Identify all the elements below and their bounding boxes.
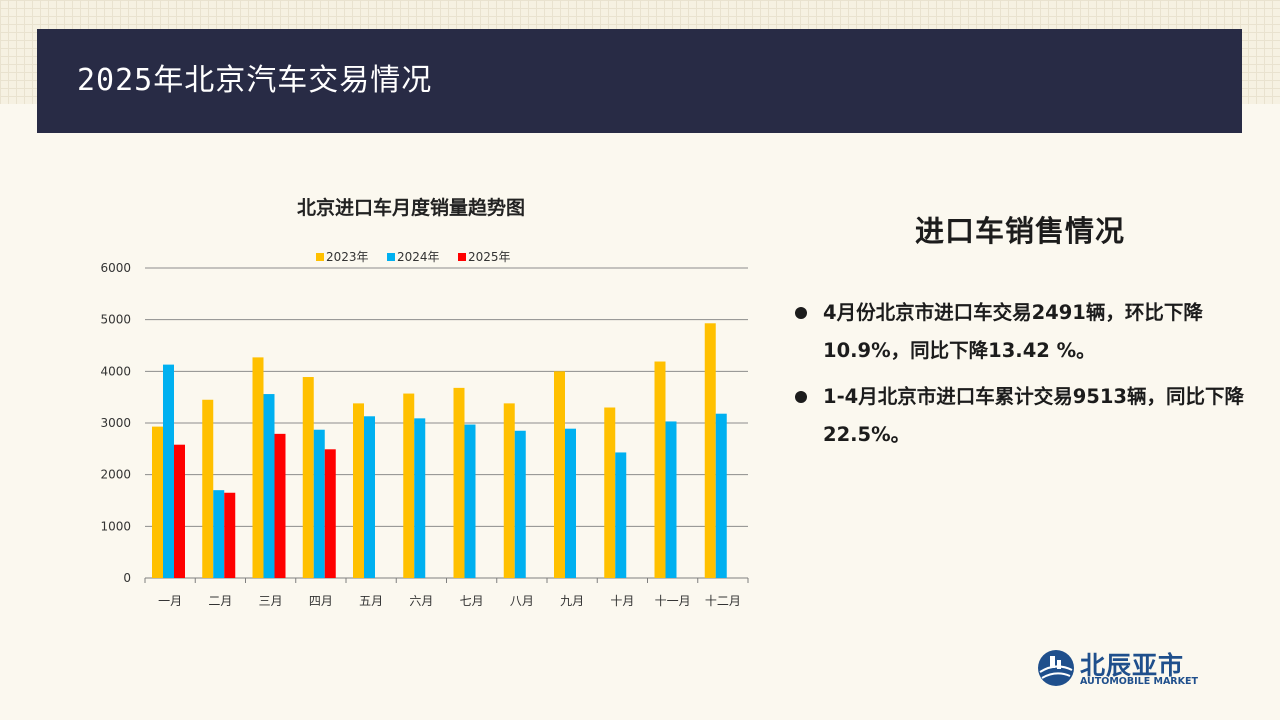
y-tick-label: 2000 xyxy=(100,468,131,482)
x-tick-label: 六月 xyxy=(409,594,433,608)
bar xyxy=(324,449,336,578)
bar xyxy=(202,399,214,578)
bullet-dot-icon xyxy=(795,307,807,319)
bar xyxy=(514,430,526,578)
bar xyxy=(263,394,275,578)
bullet-list: 4月份北京市进口车交易2491辆，环比下降10.9%，同比下降13.42 %。 … xyxy=(795,294,1245,462)
bullet-item: 1-4月北京市进口车累计交易9513辆，同比下降22.5%。 xyxy=(795,378,1245,454)
x-tick-label: 三月 xyxy=(259,594,283,608)
logo-text-cn: 北辰亚市 xyxy=(1080,651,1185,680)
bar xyxy=(715,413,727,578)
y-tick-label: 1000 xyxy=(100,519,131,533)
x-tick-label: 八月 xyxy=(510,594,534,608)
bar xyxy=(554,371,565,578)
bar xyxy=(453,387,465,578)
bar xyxy=(615,452,627,578)
bar xyxy=(414,418,426,578)
section-title: 进口车销售情况 xyxy=(914,214,1125,248)
x-tick-label: 十一月 xyxy=(655,594,691,608)
legend-label: 2025年 xyxy=(468,250,511,264)
bar xyxy=(313,429,325,578)
bar xyxy=(302,377,314,578)
company-logo: 北辰亚市 AUTOMOBILE MARKET xyxy=(1036,646,1216,690)
legend-label: 2024年 xyxy=(397,250,440,264)
chart-bars xyxy=(152,323,727,578)
x-axis-labels: 一月 二月 三月 四月 五月 六月 七月 八月 九月 十月 十一月 十二月 xyxy=(144,578,749,608)
bar-chart: 北京进口车月度销量趋势图 2023年 2024年 2025年 0 1000 2000 30… xyxy=(100,196,749,608)
x-tick-label: 九月 xyxy=(560,594,584,608)
globe-logo-icon xyxy=(1038,650,1074,686)
bar xyxy=(213,490,225,578)
bar xyxy=(163,364,174,578)
bar xyxy=(565,428,576,578)
legend-label: 2023年 xyxy=(326,250,369,264)
header-bar: 2025年北京汽车交易情况 xyxy=(37,29,1242,133)
y-tick-label: 4000 xyxy=(100,364,131,378)
legend-swatch xyxy=(316,253,324,261)
y-tick-label: 5000 xyxy=(100,313,131,327)
x-tick-label: 一月 xyxy=(158,594,182,608)
x-tick-label: 二月 xyxy=(208,594,232,608)
bar xyxy=(364,416,375,578)
bar xyxy=(704,323,716,578)
page-title: 2025年北京汽车交易情况 xyxy=(77,63,433,98)
y-tick-label: 0 xyxy=(123,571,131,585)
bar xyxy=(654,361,666,578)
bar xyxy=(403,393,415,578)
y-tick-label: 6000 xyxy=(100,261,131,275)
bar xyxy=(152,426,163,578)
bar xyxy=(224,492,236,578)
logo-text-en: AUTOMOBILE MARKET xyxy=(1080,676,1198,687)
y-tick-label: 3000 xyxy=(100,416,131,430)
bar xyxy=(252,357,264,578)
x-tick-label: 十月 xyxy=(610,594,634,608)
bar xyxy=(604,407,616,578)
bullet-item: 4月份北京市进口车交易2491辆，环比下降10.9%，同比下降13.42 %。 xyxy=(795,294,1245,370)
bar xyxy=(503,403,515,578)
bar xyxy=(353,403,364,578)
chart-title: 北京进口车月度销量趋势图 xyxy=(297,196,525,219)
legend-swatch xyxy=(458,253,466,261)
legend-swatch xyxy=(387,253,395,261)
bullet-dot-icon xyxy=(795,391,807,403)
x-tick-label: 五月 xyxy=(359,594,383,608)
bullet-text: 1-4月北京市进口车累计交易9513辆，同比下降22.5%。 xyxy=(823,385,1245,446)
x-tick-label: 四月 xyxy=(309,594,333,608)
bar xyxy=(274,433,286,578)
x-tick-label: 七月 xyxy=(460,594,484,608)
bar xyxy=(174,444,185,578)
bar xyxy=(464,424,476,578)
chart-legend: 2023年 2024年 2025年 xyxy=(316,250,511,264)
bullet-text: 4月份北京市进口车交易2491辆，环比下降10.9%，同比下降13.42 %。 xyxy=(823,301,1203,362)
bar xyxy=(665,421,677,578)
x-tick-label: 十二月 xyxy=(705,594,741,608)
